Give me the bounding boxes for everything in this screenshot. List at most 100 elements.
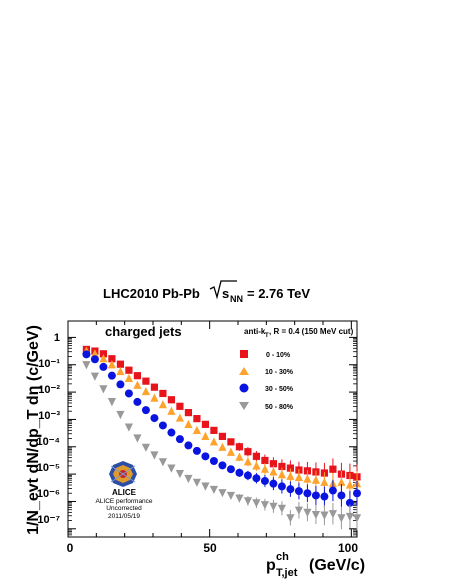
data-point — [209, 437, 219, 446]
data-point — [320, 477, 329, 486]
data-point — [99, 354, 108, 363]
y-tick-label: 10⁻⁷ — [37, 514, 60, 526]
data-point — [175, 435, 184, 444]
x-tick-label: 50 — [203, 541, 217, 555]
data-point — [294, 506, 304, 515]
data-point — [345, 480, 355, 489]
logo-caption-line: 2011/05/19 — [108, 513, 140, 520]
data-point — [352, 514, 362, 523]
data-point — [235, 443, 244, 451]
data-point — [311, 475, 321, 484]
data-point — [107, 360, 117, 369]
series-50-80% — [82, 361, 362, 531]
data-point — [125, 366, 133, 374]
legend-marker-square — [240, 350, 248, 358]
data-point — [99, 362, 108, 371]
title-sqrt-symbol: s — [209, 280, 237, 301]
data-point — [150, 451, 159, 460]
data-point — [269, 460, 278, 468]
data-point — [175, 469, 185, 479]
data-point — [226, 491, 236, 501]
data-point — [277, 470, 287, 479]
data-point — [193, 415, 201, 423]
data-point — [277, 504, 287, 513]
data-point — [244, 448, 252, 456]
legend-marker-triangle-down — [239, 402, 249, 410]
data-point — [311, 491, 320, 500]
x-axis-label: p ch T,jet (GeV/c) — [266, 551, 365, 579]
data-point — [142, 377, 150, 385]
data-point — [320, 511, 329, 520]
data-point — [311, 510, 321, 520]
data-point — [260, 476, 269, 485]
y-tick-label: 10⁻² — [38, 384, 60, 396]
data-point — [337, 477, 346, 486]
data-point — [328, 510, 338, 519]
data-point — [124, 373, 134, 383]
data-point — [252, 474, 261, 483]
plot-frame — [67, 320, 358, 538]
data-point — [175, 413, 185, 422]
data-point — [252, 452, 261, 460]
legend-entry: 30 - 50% — [239, 383, 294, 393]
data-point — [218, 489, 227, 498]
data-point — [107, 371, 116, 380]
logo-caption-line: ALICE performance — [95, 498, 152, 505]
y-tick-label: 10⁻⁵ — [37, 462, 60, 474]
data-point — [269, 467, 278, 476]
x-label-unit: (GeV/c) — [309, 557, 365, 574]
legend-marker-triangle — [239, 367, 249, 375]
data-point — [209, 485, 219, 495]
data-point — [345, 498, 354, 507]
data-point — [218, 461, 227, 470]
legend-label: 10 - 30% — [265, 369, 294, 376]
data-point — [201, 431, 210, 440]
data-point — [226, 465, 235, 474]
data-point — [294, 472, 304, 481]
data-point — [243, 457, 253, 466]
data-point — [176, 402, 184, 410]
legend-entry: 50 - 80% — [239, 402, 294, 411]
data-point — [286, 514, 295, 523]
logo-text: ALICE — [112, 488, 137, 497]
x-tick-label: 100 — [338, 541, 358, 555]
x-label-main: p — [266, 557, 276, 574]
y-tick-label: 10⁻⁴ — [37, 436, 60, 448]
data-point — [192, 478, 202, 487]
data-point — [116, 410, 125, 420]
data-point — [353, 489, 361, 498]
data-point — [150, 383, 159, 391]
data-point — [82, 350, 91, 359]
data-point — [150, 393, 159, 402]
data-point — [141, 386, 151, 396]
logo-caption-line: Uncorrected — [106, 505, 142, 512]
data-point — [150, 414, 159, 423]
data-point — [209, 456, 218, 465]
data-point — [133, 434, 142, 443]
axis-ticks — [67, 321, 357, 537]
y-axis-label: 1/N_evt dN/dp_T dη (c/GeV) — [25, 325, 42, 535]
data-point — [269, 502, 278, 511]
data-point — [243, 471, 252, 480]
data-point — [235, 452, 244, 461]
data-point — [90, 355, 99, 364]
data-point — [158, 458, 168, 467]
data-point — [184, 419, 193, 428]
data-point — [320, 492, 329, 501]
legend: 0 - 10% 10 - 30% 30 - 50% 50 - 80% — [239, 350, 294, 411]
legend-label: 30 - 50% — [265, 386, 294, 393]
data-point — [116, 360, 125, 368]
data-point — [278, 462, 286, 471]
data-point — [210, 426, 218, 434]
data-point — [303, 489, 312, 498]
data-point — [107, 398, 117, 407]
data-point — [90, 349, 100, 358]
data-point — [201, 452, 210, 461]
data-point — [184, 441, 193, 450]
data-point — [141, 406, 150, 415]
data-point — [328, 486, 337, 495]
data-point — [99, 385, 108, 394]
data-point — [252, 461, 261, 470]
data-point — [218, 442, 227, 451]
data-point — [201, 482, 210, 491]
